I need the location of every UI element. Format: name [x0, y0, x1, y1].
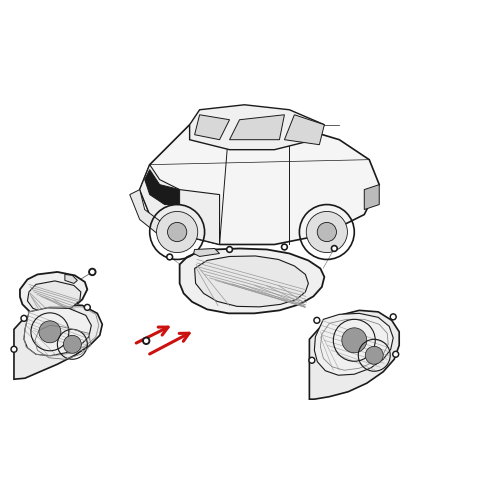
Circle shape	[310, 359, 313, 362]
Circle shape	[228, 249, 231, 252]
Polygon shape	[20, 272, 87, 316]
Circle shape	[167, 254, 173, 261]
Circle shape	[283, 246, 286, 249]
Circle shape	[331, 246, 337, 252]
Circle shape	[390, 314, 396, 320]
Circle shape	[86, 306, 89, 309]
Polygon shape	[27, 281, 81, 312]
Circle shape	[145, 339, 148, 343]
Circle shape	[168, 223, 187, 242]
Polygon shape	[14, 305, 102, 379]
Polygon shape	[314, 314, 393, 375]
Polygon shape	[24, 308, 91, 356]
Circle shape	[22, 317, 25, 320]
Circle shape	[333, 248, 336, 250]
Polygon shape	[180, 249, 324, 314]
Circle shape	[394, 353, 397, 356]
Polygon shape	[309, 311, 399, 399]
Circle shape	[84, 305, 90, 311]
Circle shape	[21, 316, 27, 322]
Polygon shape	[190, 106, 324, 150]
Polygon shape	[195, 256, 308, 307]
Circle shape	[281, 244, 287, 251]
Polygon shape	[364, 185, 379, 210]
Polygon shape	[140, 120, 379, 245]
Circle shape	[168, 256, 171, 259]
Circle shape	[143, 337, 150, 345]
Polygon shape	[65, 275, 77, 284]
Circle shape	[11, 347, 17, 352]
Polygon shape	[145, 170, 180, 205]
Circle shape	[39, 321, 61, 343]
Circle shape	[227, 247, 233, 253]
Circle shape	[157, 212, 198, 253]
Circle shape	[12, 348, 15, 351]
Circle shape	[63, 336, 81, 354]
Circle shape	[306, 212, 347, 253]
Circle shape	[315, 319, 318, 322]
Polygon shape	[130, 190, 190, 245]
Circle shape	[342, 328, 367, 353]
Polygon shape	[194, 249, 220, 257]
Polygon shape	[284, 116, 324, 145]
Polygon shape	[140, 165, 220, 245]
Circle shape	[314, 318, 320, 324]
Polygon shape	[195, 116, 230, 141]
Circle shape	[317, 223, 336, 242]
Circle shape	[365, 347, 383, 364]
Circle shape	[309, 358, 315, 363]
Circle shape	[392, 316, 395, 319]
Circle shape	[89, 269, 96, 276]
Circle shape	[393, 351, 399, 358]
Circle shape	[91, 271, 94, 274]
Polygon shape	[230, 116, 284, 141]
